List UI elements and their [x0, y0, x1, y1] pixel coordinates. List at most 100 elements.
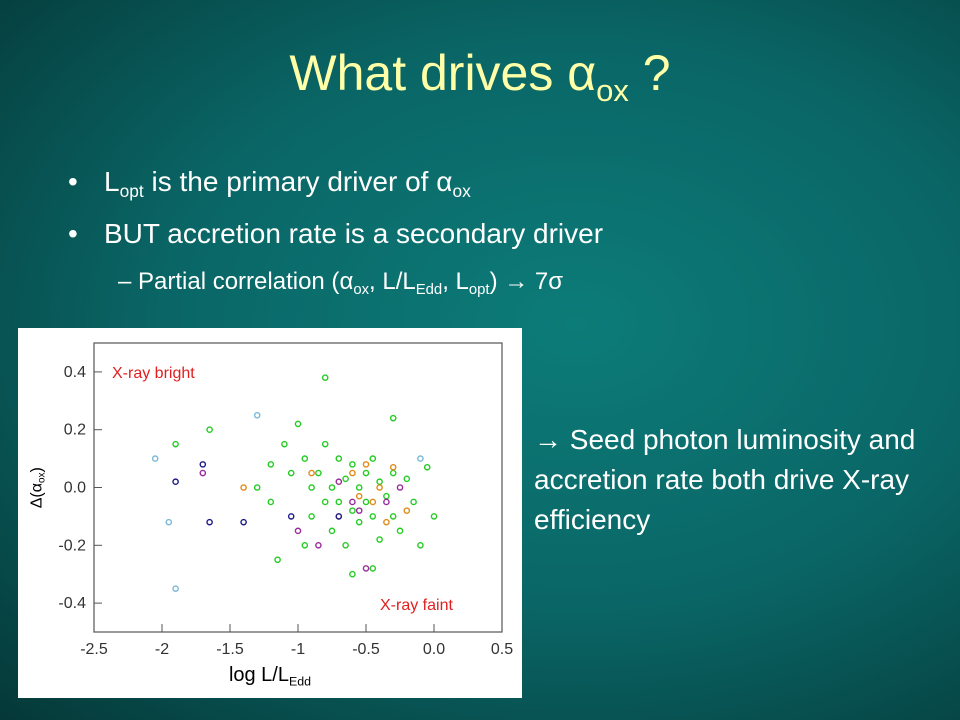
x-tick-label: 0.5	[491, 641, 513, 658]
point	[253, 411, 261, 419]
point	[301, 455, 309, 462]
point	[321, 498, 329, 506]
point	[355, 492, 363, 500]
point	[389, 463, 397, 471]
x-tick-label: 0.0	[423, 641, 445, 658]
point	[369, 513, 377, 520]
text-run: log L/L	[228, 664, 289, 686]
x-tick-label: -1.5	[216, 641, 244, 658]
point	[389, 513, 397, 520]
text-run: is the primary driver of	[143, 166, 437, 197]
text-run: ?	[628, 45, 671, 101]
point	[206, 518, 213, 526]
point	[410, 498, 417, 506]
subscript: ox	[36, 472, 48, 483]
point	[355, 507, 363, 514]
note: → Seed photon luminosity and accretion r…	[534, 420, 944, 540]
text-run: , L	[442, 268, 469, 295]
text-run: → Seed photon luminosity and accretion r…	[534, 424, 916, 535]
point	[369, 565, 377, 572]
subscript: opt	[468, 282, 490, 299]
point	[369, 498, 377, 506]
point	[362, 469, 370, 477]
text-run: L	[104, 166, 120, 197]
x-tick-label: -2.5	[80, 641, 108, 658]
text-run: Partial correlation (	[138, 268, 340, 295]
x-tick-label: -2	[155, 641, 169, 658]
point	[376, 484, 383, 491]
point	[403, 507, 411, 514]
point	[349, 507, 356, 514]
point	[403, 475, 411, 483]
point	[281, 440, 288, 448]
point	[362, 461, 370, 468]
chart: -2.5 -2 -1.5 -1 -0.5 0.0 0.5 0.4 0.2 0.0 -0.2 -0.4 X…	[18, 328, 522, 698]
point	[267, 498, 275, 506]
point	[274, 556, 281, 564]
point	[342, 541, 349, 549]
point	[315, 541, 322, 549]
point	[335, 498, 343, 506]
point	[206, 426, 213, 433]
point	[335, 513, 343, 520]
point	[383, 518, 390, 526]
bullet: BUT accretion rate is a secondary driver	[68, 218, 604, 250]
point	[199, 469, 207, 477]
plot-frame	[93, 342, 503, 633]
point	[349, 498, 356, 506]
point	[376, 536, 383, 543]
subscript: ox	[452, 181, 471, 202]
y-tick-label: -0.2	[58, 537, 86, 554]
point	[328, 527, 336, 535]
slide-title: What drives αox ?	[0, 44, 960, 109]
y-tick-label: 0.2	[64, 422, 86, 439]
text-run: ) → 7σ	[489, 268, 564, 295]
text-run: α	[567, 45, 597, 101]
text-run: )	[28, 467, 46, 473]
point	[240, 518, 247, 526]
point	[369, 455, 377, 462]
point	[430, 513, 438, 520]
point	[349, 461, 356, 468]
x-axis-label: log L/LEdd	[18, 664, 522, 688]
point	[151, 455, 159, 462]
point	[383, 498, 390, 506]
point	[294, 527, 302, 535]
point	[362, 565, 370, 572]
point	[287, 469, 295, 477]
point	[301, 541, 309, 549]
point	[267, 461, 275, 468]
bullet: Lopt is the primary driver of αox	[68, 166, 471, 202]
subscript: ox	[596, 72, 629, 108]
point	[294, 420, 302, 428]
point	[417, 455, 424, 462]
point	[355, 518, 363, 526]
point	[287, 513, 295, 520]
point	[349, 469, 356, 477]
point	[199, 461, 207, 468]
point	[396, 527, 404, 535]
point	[321, 440, 329, 448]
point	[335, 478, 343, 486]
point	[308, 469, 315, 477]
point	[362, 498, 370, 506]
point	[253, 484, 261, 491]
point	[389, 414, 397, 422]
point	[308, 484, 315, 491]
y-tick-label: 0.4	[64, 364, 86, 381]
point	[315, 469, 322, 477]
x-tick-label: -0.5	[352, 641, 380, 658]
point	[321, 374, 329, 381]
subscript: ox	[353, 282, 370, 299]
y-tick-label: -0.4	[58, 595, 86, 612]
point	[172, 585, 179, 592]
subscript: Edd	[289, 674, 312, 689]
point	[396, 484, 404, 491]
annotation: X-ray faint	[380, 597, 453, 614]
text-run: BUT accretion rate is a secondary driver	[104, 218, 604, 249]
text-run: , L/L	[369, 268, 416, 295]
text-run: α	[436, 166, 453, 197]
point	[172, 478, 179, 486]
point	[342, 475, 349, 483]
